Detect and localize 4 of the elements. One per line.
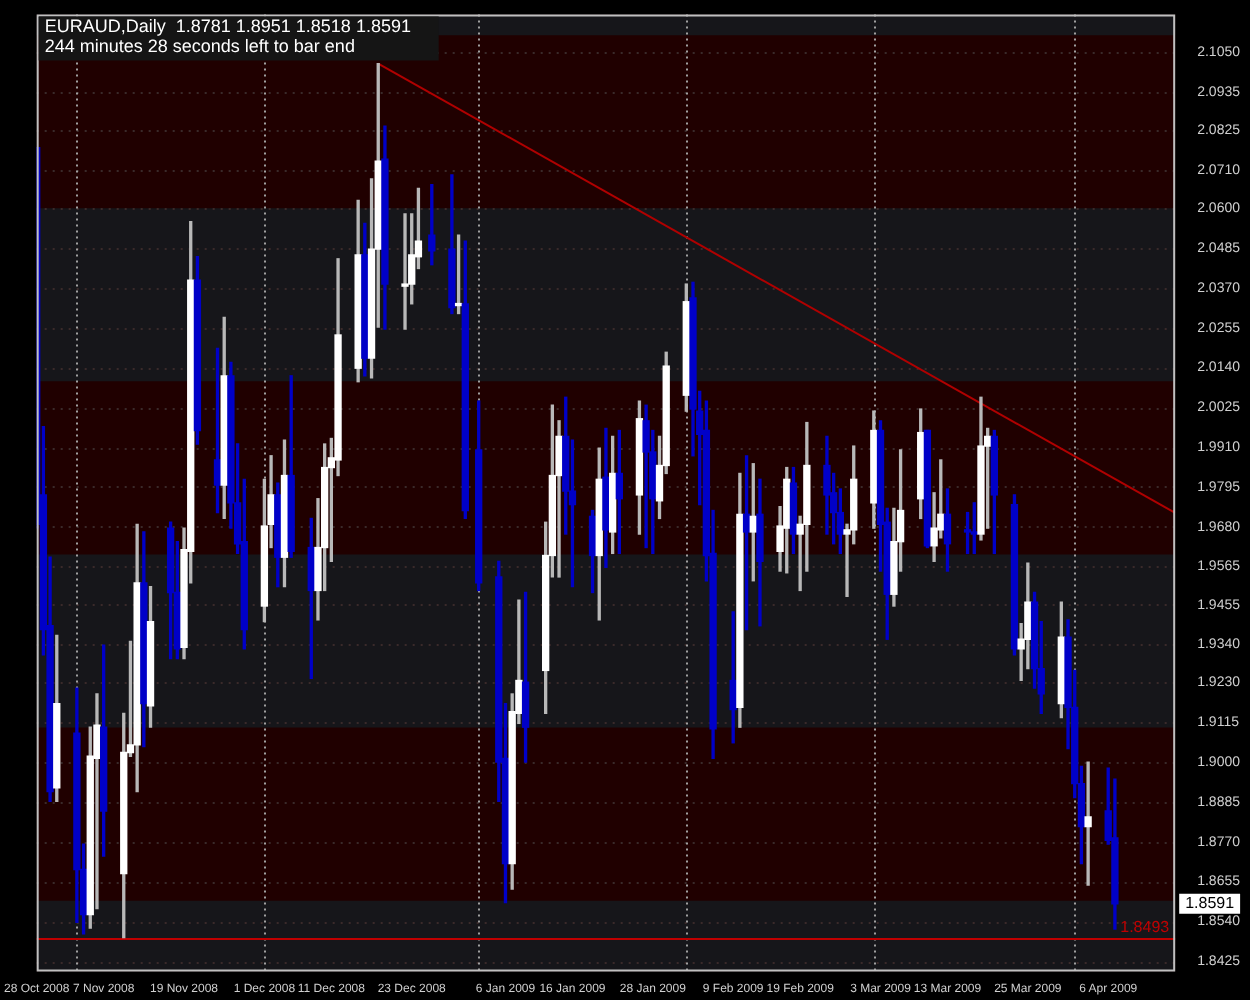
text: 244 minutes 28 seconds left to bar end	[44, 36, 355, 57]
chart-title: EURAUD,Daily 1.8781 1.8951 1.8518 1.8591	[44, 16, 411, 37]
ref-line-label: 1.8493	[1120, 918, 1171, 937]
text: 1.8591	[1185, 894, 1236, 913]
